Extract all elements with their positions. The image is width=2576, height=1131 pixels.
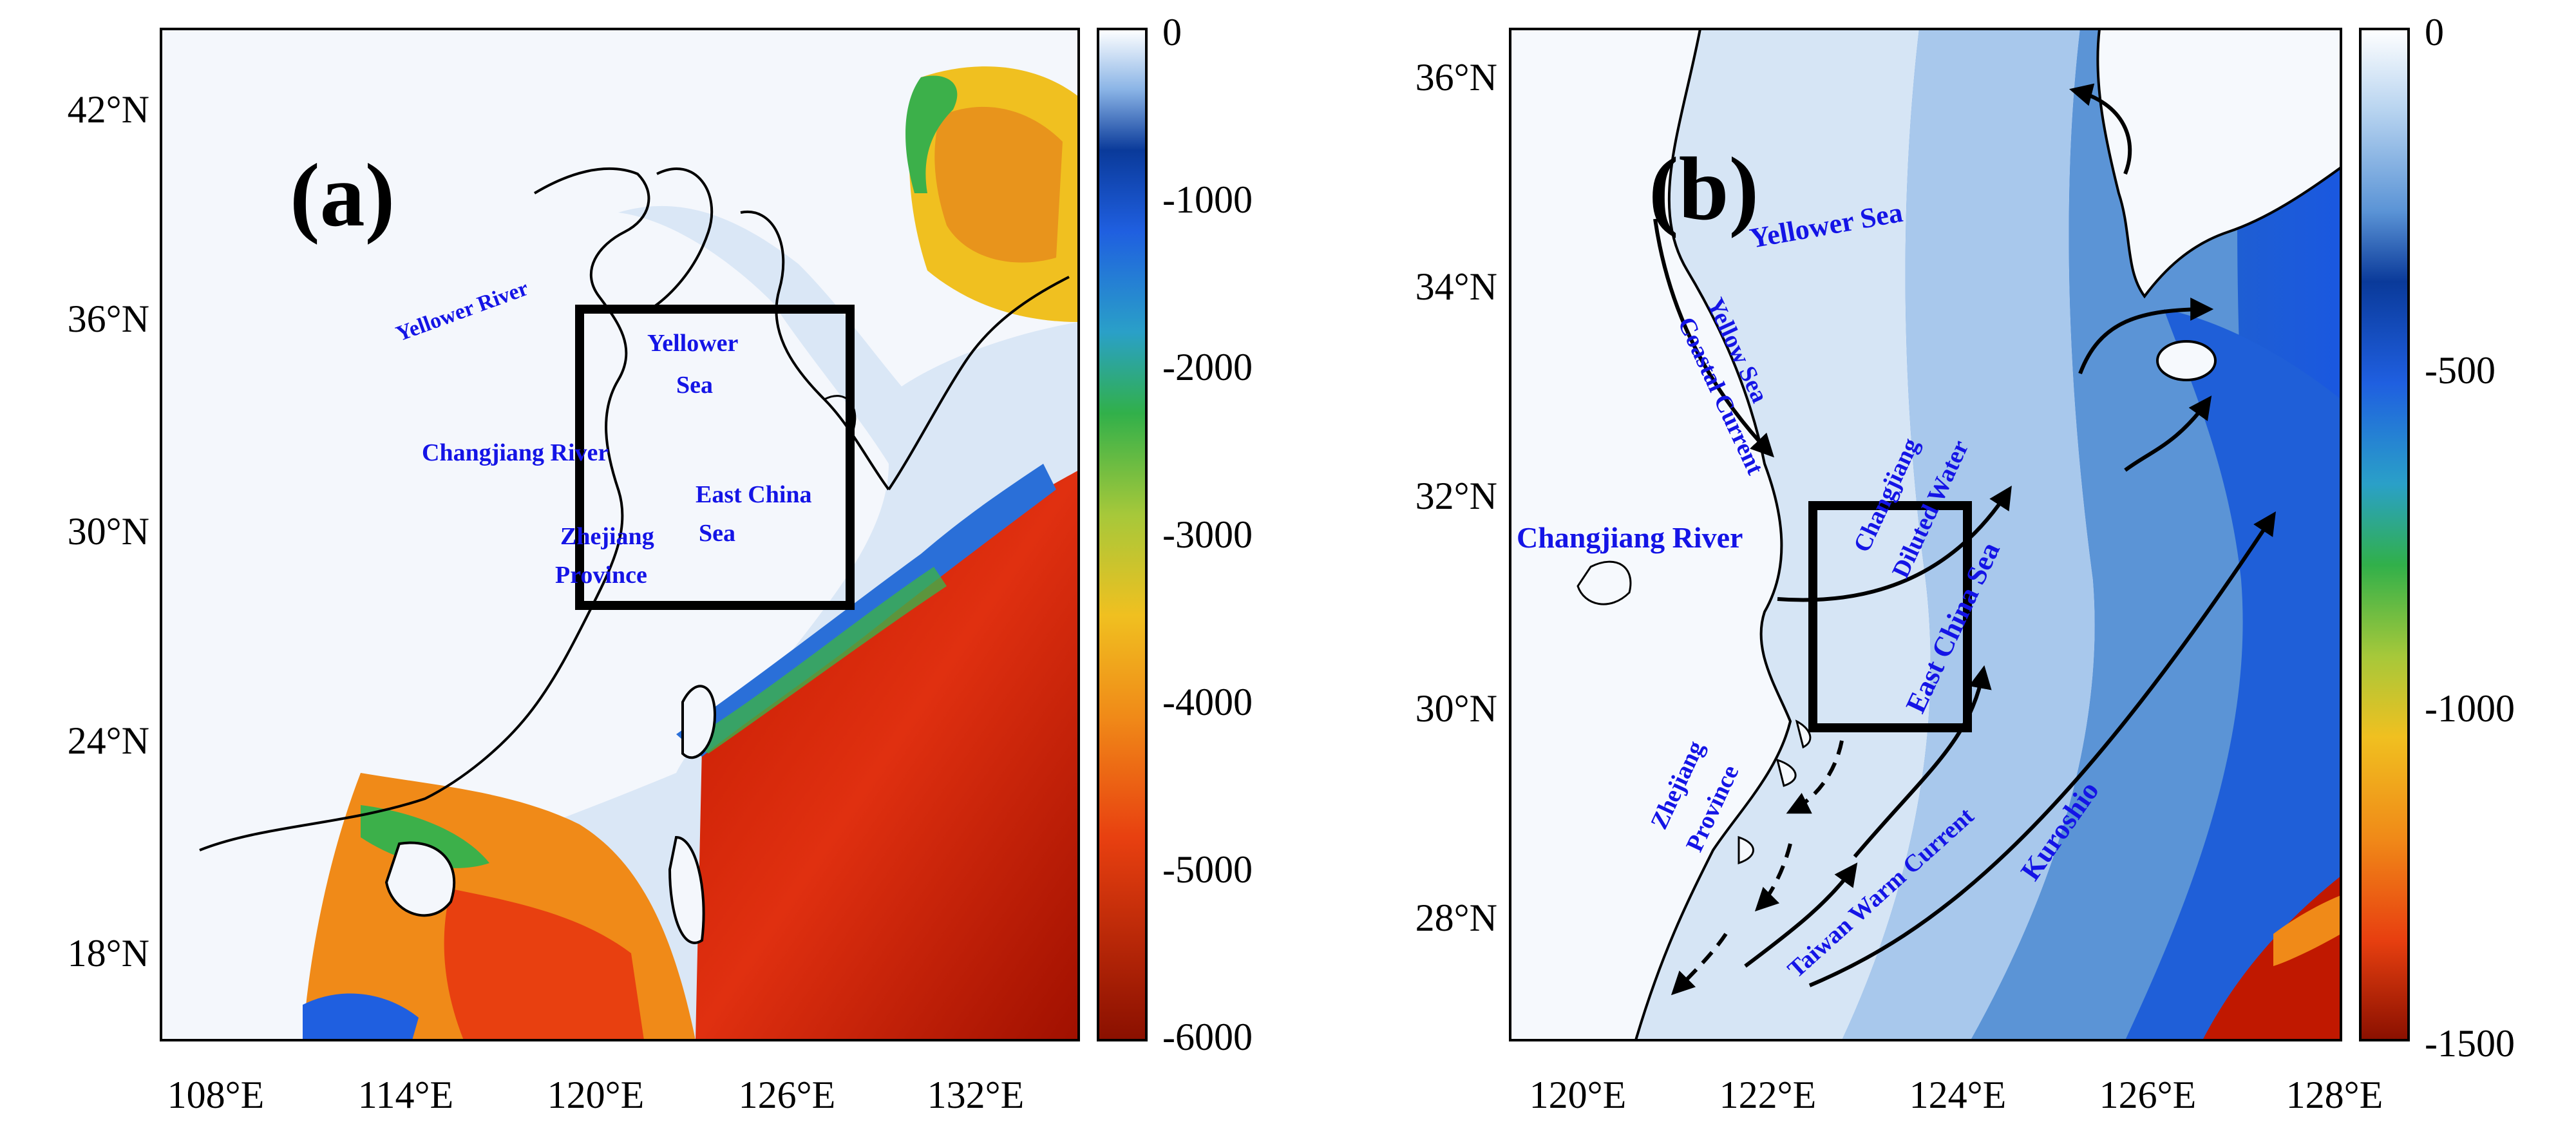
panel-b-cbar-tick: -500 [2425,349,2496,392]
panel-a-slope [676,464,1056,757]
panel-b-y-axis: 36°N 34°N 32°N 30°N 28°N [1416,56,1497,939]
panel-b-colorbar-ticks: 0 -500 -1000 -1500 [2425,11,2515,1065]
panel-b-place-changjiang: Changjiang River [1517,521,1743,554]
panel-a-cbar-tick: -6000 [1162,1016,1253,1058]
panel-b-x-tick: 128°E [2286,1074,2383,1116]
korea-arrow-2 [2078,298,2214,375]
panel-b-mainland [1510,29,1792,1040]
panel-a-place-yellow-sea-1: Yellower [647,330,739,357]
panel-a-x-tick: 126°E [739,1074,836,1116]
panel-b-cbar-tick: -1000 [2425,687,2515,730]
ysc-arrow [1653,218,1774,458]
panel-a-frame [160,28,1080,1041]
panel-a-cbar-tick: -1000 [1162,178,1253,221]
panel-a-y-tick: 24°N [68,719,149,762]
panel-b-trough [2125,309,2341,1040]
panel-b-x-tick: 120°E [1530,1074,1627,1116]
panel-a-place-ecs-1: East China [696,481,812,508]
panel-b-currents [1653,83,2276,987]
panel-b-y-tick: 34°N [1416,265,1497,308]
panel-a-place-yellow-sea-2: Sea [676,372,713,399]
panel-a-place-zhejiang-2: Province [555,562,647,589]
panel-a-colorbar [1097,28,1148,1041]
panel-b-y-tick: 28°N [1416,897,1497,939]
panel-b-study-box [1808,501,1972,732]
panel-b-y-tick: 32°N [1416,475,1497,517]
panel-a-y-tick: 30°N [68,510,149,553]
panel-a-cbar-tick: -4000 [1162,681,1253,723]
panel-a-coastline [199,167,650,851]
panel-a-place-changjiang: Changjiang River [422,439,609,466]
panel-b-y-tick: 30°N [1416,687,1497,730]
panel-a-deep-ocean [696,470,1079,1040]
panel-a-y-tick: 18°N [68,932,149,974]
panel-a-x-axis: 108°E 114°E 120°E 126°E 132°E [167,1074,1025,1116]
panel-a-cbar-tick: -5000 [1162,848,1253,891]
korea-arrow-3 [2124,395,2212,472]
panel-b-x-axis: 120°E 122°E 124°E 126°E 128°E [1530,1074,2383,1116]
panel-b-frame [1509,28,2342,1041]
panel-b-cbar-tick: -1500 [2425,1022,2515,1065]
twc-arrow-2 [1744,862,1858,968]
korea-arrow-1 [2069,83,2132,175]
panel-b-colorbar [2359,28,2410,1041]
panel-a-place-ecs-2: Sea [699,520,735,547]
panel-a-y-axis: 42°N 36°N 30°N 24°N 18°N [68,88,149,974]
panel-a-cbar-tick: 0 [1162,11,1182,53]
panel-a-cbar-tick: -3000 [1162,513,1253,556]
panel-a-x-tick: 120°E [547,1074,645,1116]
panel-b-label: (b) [1649,139,1759,239]
panel-b-cbar-tick: 0 [2425,11,2444,53]
panel-a-cbar-tick: -2000 [1162,346,1253,388]
panel-a-y-tick: 42°N [68,88,149,131]
panel-b-x-tick: 122°E [1719,1074,1817,1116]
panel-b-coastal-dashed [1671,740,1844,996]
panel-a-x-tick: 132°E [927,1074,1025,1116]
kuroshio-arrow [1808,511,2276,987]
panel-a-place-zhejiang-1: Zhejiang [560,523,654,550]
cdw-arrow [1777,485,2012,602]
panel-a-x-tick: 114°E [358,1074,453,1116]
panel-b-x-tick: 126°E [2099,1074,2197,1116]
panel-a-study-box [575,305,855,610]
panel-b-jeju [2156,340,2217,381]
panel-b-y-tick: 36°N [1416,56,1497,99]
panel-a-x-tick: 108°E [167,1074,265,1116]
panel-a-map [161,29,1079,1040]
panel-a-colorbar-ticks: 0 -1000 -2000 -3000 -4000 -5000 -6000 [1162,11,1253,1058]
panel-a-label: (a) [290,146,395,245]
twc-arrow-1 [1853,665,1992,858]
panel-b-x-tick: 124°E [1909,1074,2007,1116]
panel-a-y-tick: 36°N [68,298,149,340]
panel-b-korea [2096,29,2341,299]
